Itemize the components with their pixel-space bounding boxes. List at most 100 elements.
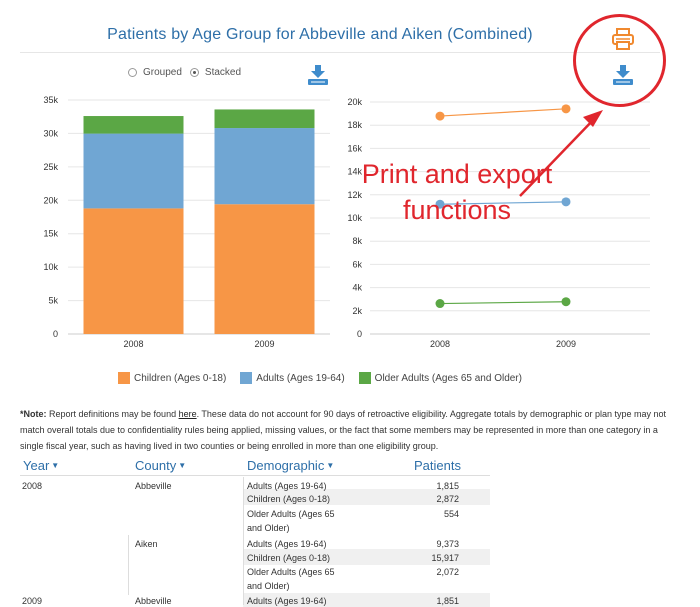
grouped-radio[interactable] <box>128 68 137 77</box>
cell-year: 2008 <box>22 481 43 491</box>
header-patients-label: Patients <box>414 458 461 473</box>
cell-county: Aiken <box>135 539 158 549</box>
sort-year[interactable]: Year ▼ <box>23 458 59 473</box>
cell-demographic-cont: and Older) <box>247 523 290 533</box>
cell-demographic: Older Adults (Ages 65 <box>247 509 335 519</box>
header-demographic: Demographic <box>247 458 325 473</box>
y-tick-label: 25k <box>43 162 58 172</box>
y-tick-label: 18k <box>347 120 362 130</box>
y-tick-label: 15k <box>43 229 58 239</box>
x-tick-label: 2009 <box>254 339 274 349</box>
cell-patients: 1,851 <box>436 596 459 606</box>
header-year: Year <box>23 458 50 473</box>
chart-mode-toggle: Grouped Stacked <box>128 67 245 78</box>
annotation-circle <box>573 14 666 107</box>
y-tick-label: 35k <box>43 95 58 105</box>
cell-demographic: Adults (Ages 19-64) <box>247 596 327 606</box>
annotation-line-1: Print and export <box>361 159 553 189</box>
x-tick-label: 2008 <box>430 339 450 349</box>
cell-demographic: Adults (Ages 19-64) <box>247 539 327 549</box>
legend-label: Children (Ages 0-18) <box>134 372 227 384</box>
legend-item-adults[interactable]: Adults (Ages 19-64) <box>240 372 345 384</box>
annotation-line-2: functions <box>402 195 512 225</box>
x-tick-label: 2009 <box>556 339 576 349</box>
legend-swatch <box>118 372 131 384</box>
header-patients[interactable]: Patients <box>414 458 461 473</box>
y-tick-label: 10k <box>43 262 58 272</box>
data-point <box>435 199 445 209</box>
table-header-divider <box>20 475 490 476</box>
bar-segment <box>83 116 184 134</box>
y-tick-label: 0 <box>53 329 58 339</box>
header-county: County <box>135 458 177 473</box>
y-tick-label: 6k <box>352 259 362 269</box>
chevron-down-icon: ▼ <box>51 461 60 470</box>
row-stripe <box>243 593 490 607</box>
note-text-start: Report definitions may be found <box>46 409 179 419</box>
definitions-link[interactable]: here <box>178 409 197 419</box>
data-point <box>561 104 571 114</box>
note-text-end: . These data do not account for 90 days … <box>20 409 667 451</box>
bar-segment <box>214 204 315 334</box>
report-note: *Note: Report definitions may be found h… <box>20 406 670 454</box>
table-header: Year ▼ County ▼ Demographic ▼ Patients <box>20 458 680 476</box>
stacked-label[interactable]: Stacked <box>204 67 242 78</box>
sort-county[interactable]: County ▼ <box>135 458 186 473</box>
legend-item-children[interactable]: Children (Ages 0-18) <box>118 372 226 384</box>
bar-segment <box>214 109 315 129</box>
cell-patients: 15,917 <box>431 553 459 563</box>
legend-label: Older Adults (Ages 65 and Older) <box>374 372 522 384</box>
data-point <box>561 297 571 307</box>
cell-patients: 9,373 <box>436 539 459 549</box>
series-line <box>439 201 567 205</box>
cell-demographic: Older Adults (Ages 65 <box>247 567 335 577</box>
data-point <box>435 111 445 121</box>
legend-swatch <box>358 372 371 384</box>
stacked-bar-chart: 0 5k 10k 15k 20k 25k 30k 35k 2008 2009 <box>43 95 330 349</box>
y-tick-label: 4k <box>352 283 362 293</box>
page-title: Patients by Age Group for Abbeville and … <box>107 26 533 43</box>
chevron-down-icon: ▼ <box>178 461 187 470</box>
series-line <box>439 108 567 117</box>
cell-demographic: Adults (Ages 19-64) <box>247 481 327 491</box>
y-tick-label: 12k <box>347 190 362 200</box>
data-point <box>435 299 445 309</box>
download-tray-icon <box>308 65 328 85</box>
series-line <box>439 301 567 305</box>
stacked-radio[interactable] <box>189 68 199 77</box>
legend-label: Adults (Ages 19-64) <box>256 372 345 384</box>
y-tick-label: 20k <box>43 195 58 205</box>
cell-patients: 554 <box>443 509 459 519</box>
legend-swatch <box>240 372 253 384</box>
y-tick-label: 2k <box>352 306 362 316</box>
title-divider <box>20 52 660 53</box>
cell-demographic-cont: and Older) <box>247 581 290 591</box>
grouped-label[interactable]: Grouped <box>143 67 182 78</box>
y-tick-label: 8k <box>352 236 362 246</box>
x-tick-label: 2008 <box>123 339 143 349</box>
y-tick-label: 5k <box>48 296 58 306</box>
data-point <box>561 197 571 207</box>
cell-year: 2009 <box>22 596 43 606</box>
cell-patients: 2,072 <box>436 567 459 577</box>
legend-item-older-adults[interactable]: Older Adults (Ages 65 and Older) <box>358 372 522 384</box>
note-prefix: *Note: <box>20 409 47 419</box>
y-tick-label: 30k <box>43 128 58 138</box>
bar-segment <box>214 128 315 205</box>
y-tick-label: 20k <box>347 97 362 107</box>
cell-county: Abbeville <box>135 596 172 606</box>
sort-demographic[interactable]: Demographic ▼ <box>247 458 334 473</box>
row-stripe <box>243 489 490 505</box>
chart-export-button[interactable] <box>307 64 329 86</box>
y-tick-label: 10k <box>347 213 362 223</box>
cell-patients: 2,872 <box>436 494 459 504</box>
chevron-down-icon: ▼ <box>326 461 335 470</box>
bar-segment <box>83 208 184 334</box>
column-divider <box>128 535 129 595</box>
chart-legend: Children (Ages 0-18) Adults (Ages 19-64)… <box>0 372 640 384</box>
y-tick-label: 0 <box>357 329 362 339</box>
cell-demographic: Children (Ages 0-18) <box>247 494 331 504</box>
bar-segment <box>83 133 184 209</box>
cell-patients: 1,815 <box>436 481 459 491</box>
cell-county: Abbeville <box>135 481 172 491</box>
